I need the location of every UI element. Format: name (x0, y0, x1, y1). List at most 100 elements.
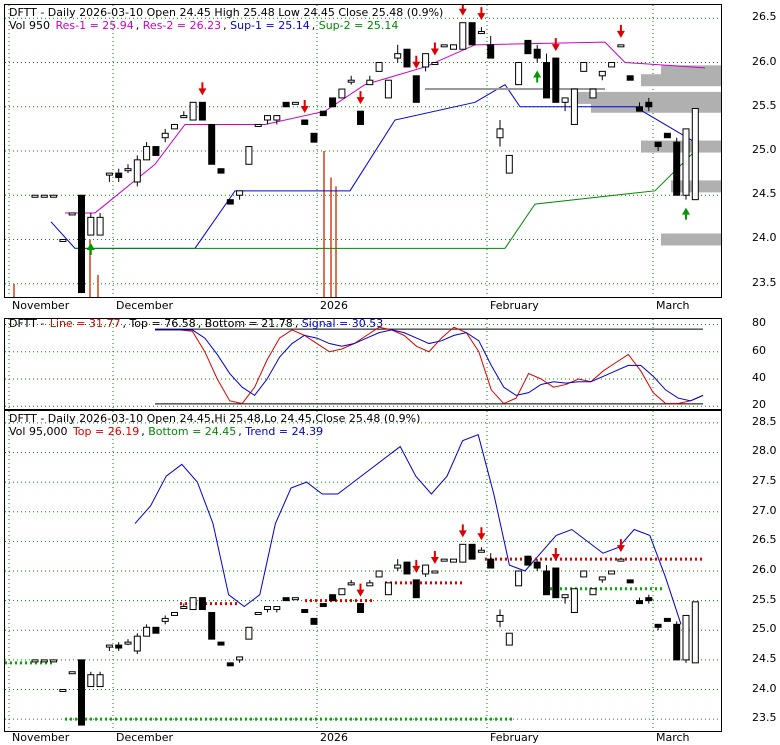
candle-body (533, 48, 541, 59)
volume-bar (89, 239, 91, 297)
candle-body (366, 79, 374, 86)
candle-body (422, 53, 430, 68)
y-tick-label: 26.5 (752, 533, 777, 547)
y-tick-label: 28.0 (752, 444, 777, 458)
candle-body (50, 194, 58, 198)
candle-body (561, 97, 569, 103)
candle-body (217, 168, 225, 174)
volume-profile-bar (641, 140, 721, 153)
candle-body (171, 611, 178, 616)
price-chart-title: DFTT - Daily 2026-03-10 Open 24.45 High … (9, 6, 444, 19)
candle-body (673, 141, 681, 196)
candle-body (589, 588, 597, 596)
candle-body (50, 659, 58, 663)
trend-legend: Trend = 24.39 (245, 425, 324, 438)
trend-chart-title: DFTT - Daily 2026-03-10 Open 24.45,Hi 25… (9, 412, 421, 425)
y-tick-label: 25.0 (752, 143, 777, 156)
candle-body (59, 238, 67, 242)
candle-body (487, 44, 495, 59)
sell-arrow-icon (477, 7, 486, 21)
candle-body (477, 549, 485, 553)
candle-body (198, 101, 206, 121)
y-tick-label: 28.5 (752, 414, 777, 428)
candle-body (152, 626, 160, 634)
candle-body (515, 62, 523, 86)
candle-body (301, 119, 309, 125)
candle-body (273, 606, 281, 611)
candle-body (236, 190, 244, 196)
volume-label: Vol 950 (9, 19, 50, 32)
candle-body (589, 88, 597, 99)
sell-arrow-icon (430, 42, 439, 56)
y-tick-label: 27.0 (752, 503, 777, 517)
candle-body (245, 146, 253, 165)
trend-chart-panel: DFTT - Daily 2026-03-10 Open 24.45,Hi 25… (4, 410, 722, 732)
candle-body (552, 57, 560, 103)
sell-arrow-icon (356, 583, 365, 597)
volume-bar (335, 186, 337, 297)
candle-body (282, 597, 290, 602)
volume-profile-bar (661, 233, 721, 246)
candle-body (115, 644, 123, 649)
candle-body (636, 106, 643, 112)
candle-body (68, 671, 76, 675)
trend-chart-svg (5, 411, 721, 731)
candle-body (459, 543, 467, 563)
candle-body (580, 62, 588, 72)
candle-body (329, 594, 337, 602)
candle-body (338, 88, 346, 99)
candle-body (626, 579, 634, 584)
oscillator-y-axis: 80 60 40 20 (722, 316, 778, 411)
candle-body (450, 558, 457, 563)
y-tick-label: 25.5 (752, 98, 777, 112)
candle-body (105, 172, 113, 176)
series-line-line (155, 326, 704, 405)
candle-body (226, 662, 234, 667)
candle-body (682, 128, 690, 196)
candle-body (570, 88, 578, 125)
candle-body (133, 635, 141, 652)
y-tick-label: 24.0 (752, 681, 777, 695)
candle-body (143, 626, 151, 637)
y-tick-label: 25.5 (752, 592, 777, 606)
buy-arrow-icon (86, 243, 95, 256)
candle-body (189, 597, 197, 611)
candle-body (87, 674, 95, 688)
x-axis-label: December (116, 299, 174, 312)
candle-body (626, 75, 634, 81)
y-tick-label: 24.0 (752, 231, 777, 245)
candle-body (384, 582, 392, 596)
bottom-dots-legend: Bottom = 24.45 (148, 425, 237, 438)
candle-body (450, 44, 457, 50)
candle-body (347, 582, 355, 586)
sell-arrow-icon (551, 38, 560, 52)
candle-body (115, 172, 123, 179)
candle-body (152, 146, 160, 156)
candle-body (394, 564, 402, 569)
candle-body (431, 570, 439, 574)
candle-body (468, 543, 476, 560)
candle-body (198, 597, 206, 611)
candle-body (96, 216, 104, 236)
candle-body (59, 689, 67, 693)
candle-body (431, 62, 439, 66)
candle-body (180, 115, 188, 119)
candle-body (375, 570, 383, 578)
candle-body (171, 123, 178, 130)
volume-profile-bar (641, 74, 721, 87)
candle-body (561, 594, 569, 599)
trend-y-axis: 28.5 28.0 27.5 27.0 26.5 26.0 25.5 25.0 24.5 24.0… (722, 410, 778, 730)
price-y-axis: 26.5 26.0 25.5 25.0 24.5 24.0 23.5 (722, 4, 778, 296)
candle-body (245, 626, 253, 640)
candle-body (264, 115, 271, 121)
oscillator-legend: DFTT - Line = 31.77, Top = 76.58, Bottom… (9, 318, 384, 330)
candle-body (124, 168, 132, 172)
x-axis-label: March (656, 731, 690, 744)
sell-arrow-icon (430, 551, 439, 564)
candle-body (189, 101, 197, 121)
volume-bar (330, 177, 332, 297)
candle-body (608, 570, 616, 575)
sup1-legend: Sup-1 = 25.14 (230, 19, 310, 32)
candle-body (682, 614, 690, 661)
candle-body (254, 611, 262, 615)
